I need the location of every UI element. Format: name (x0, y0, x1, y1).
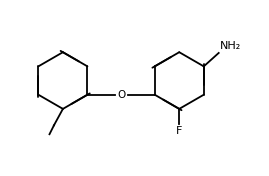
Text: F: F (176, 126, 182, 136)
Text: O: O (117, 90, 125, 100)
Text: NH₂: NH₂ (220, 42, 242, 51)
